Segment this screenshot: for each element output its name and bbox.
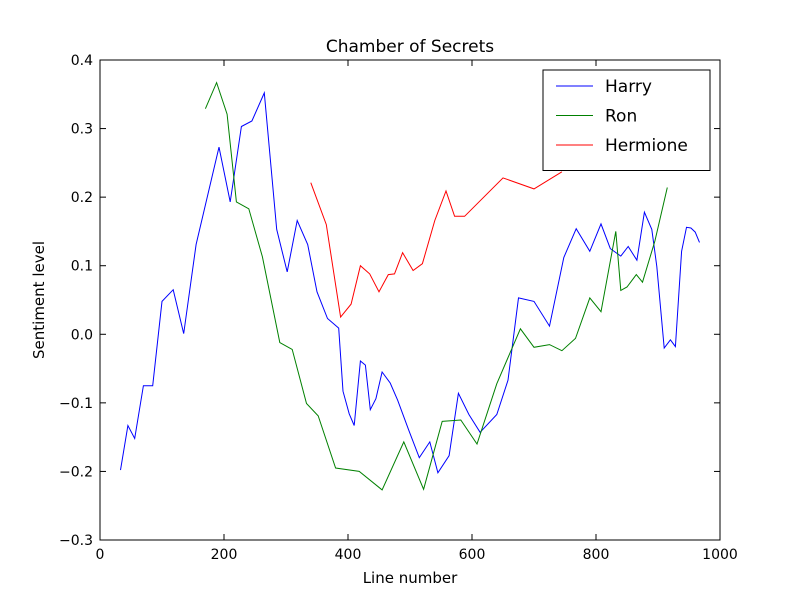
legend-label-harry: Harry — [605, 77, 652, 97]
y-axis-title: Sentiment level — [30, 241, 48, 359]
legend: Harry Ron Hermione — [542, 69, 711, 171]
y-tick-label: 0.2 — [71, 190, 93, 206]
x-tick-label: 600 — [459, 547, 486, 563]
x-tick-label: 0 — [96, 547, 105, 563]
series-line-ron — [204, 81, 668, 491]
legend-box — [542, 69, 711, 171]
x-axis-ticks: 0 200 400 600 800 1000 — [96, 60, 738, 563]
plot-frame — [99, 59, 721, 541]
y-tick-label: 0.1 — [71, 259, 93, 275]
plot-lines — [120, 81, 700, 491]
x-axis-title: Line number — [363, 569, 458, 587]
y-tick-label: 0.4 — [71, 53, 93, 69]
x-tick-label: 800 — [583, 547, 610, 563]
x-tick-label: 200 — [211, 547, 238, 563]
chart-title: Chamber of Secrets — [326, 37, 494, 57]
y-tick-label: 0.3 — [71, 122, 93, 138]
y-tick-label: −0.3 — [59, 533, 93, 549]
legend-label-ron: Ron — [605, 107, 637, 127]
y-tick-label: −0.1 — [59, 396, 93, 412]
y-tick-label: 0.0 — [71, 327, 93, 343]
series-line-hermione — [310, 171, 563, 319]
y-axis-ticks: −0.3 −0.2 −0.1 0.0 0.1 0.2 0.3 0.4 — [59, 53, 720, 549]
x-tick-label: 400 — [335, 547, 362, 563]
x-tick-label: 1000 — [702, 547, 738, 563]
y-tick-label: −0.2 — [59, 464, 93, 480]
legend-label-hermione: Hermione — [605, 136, 688, 156]
